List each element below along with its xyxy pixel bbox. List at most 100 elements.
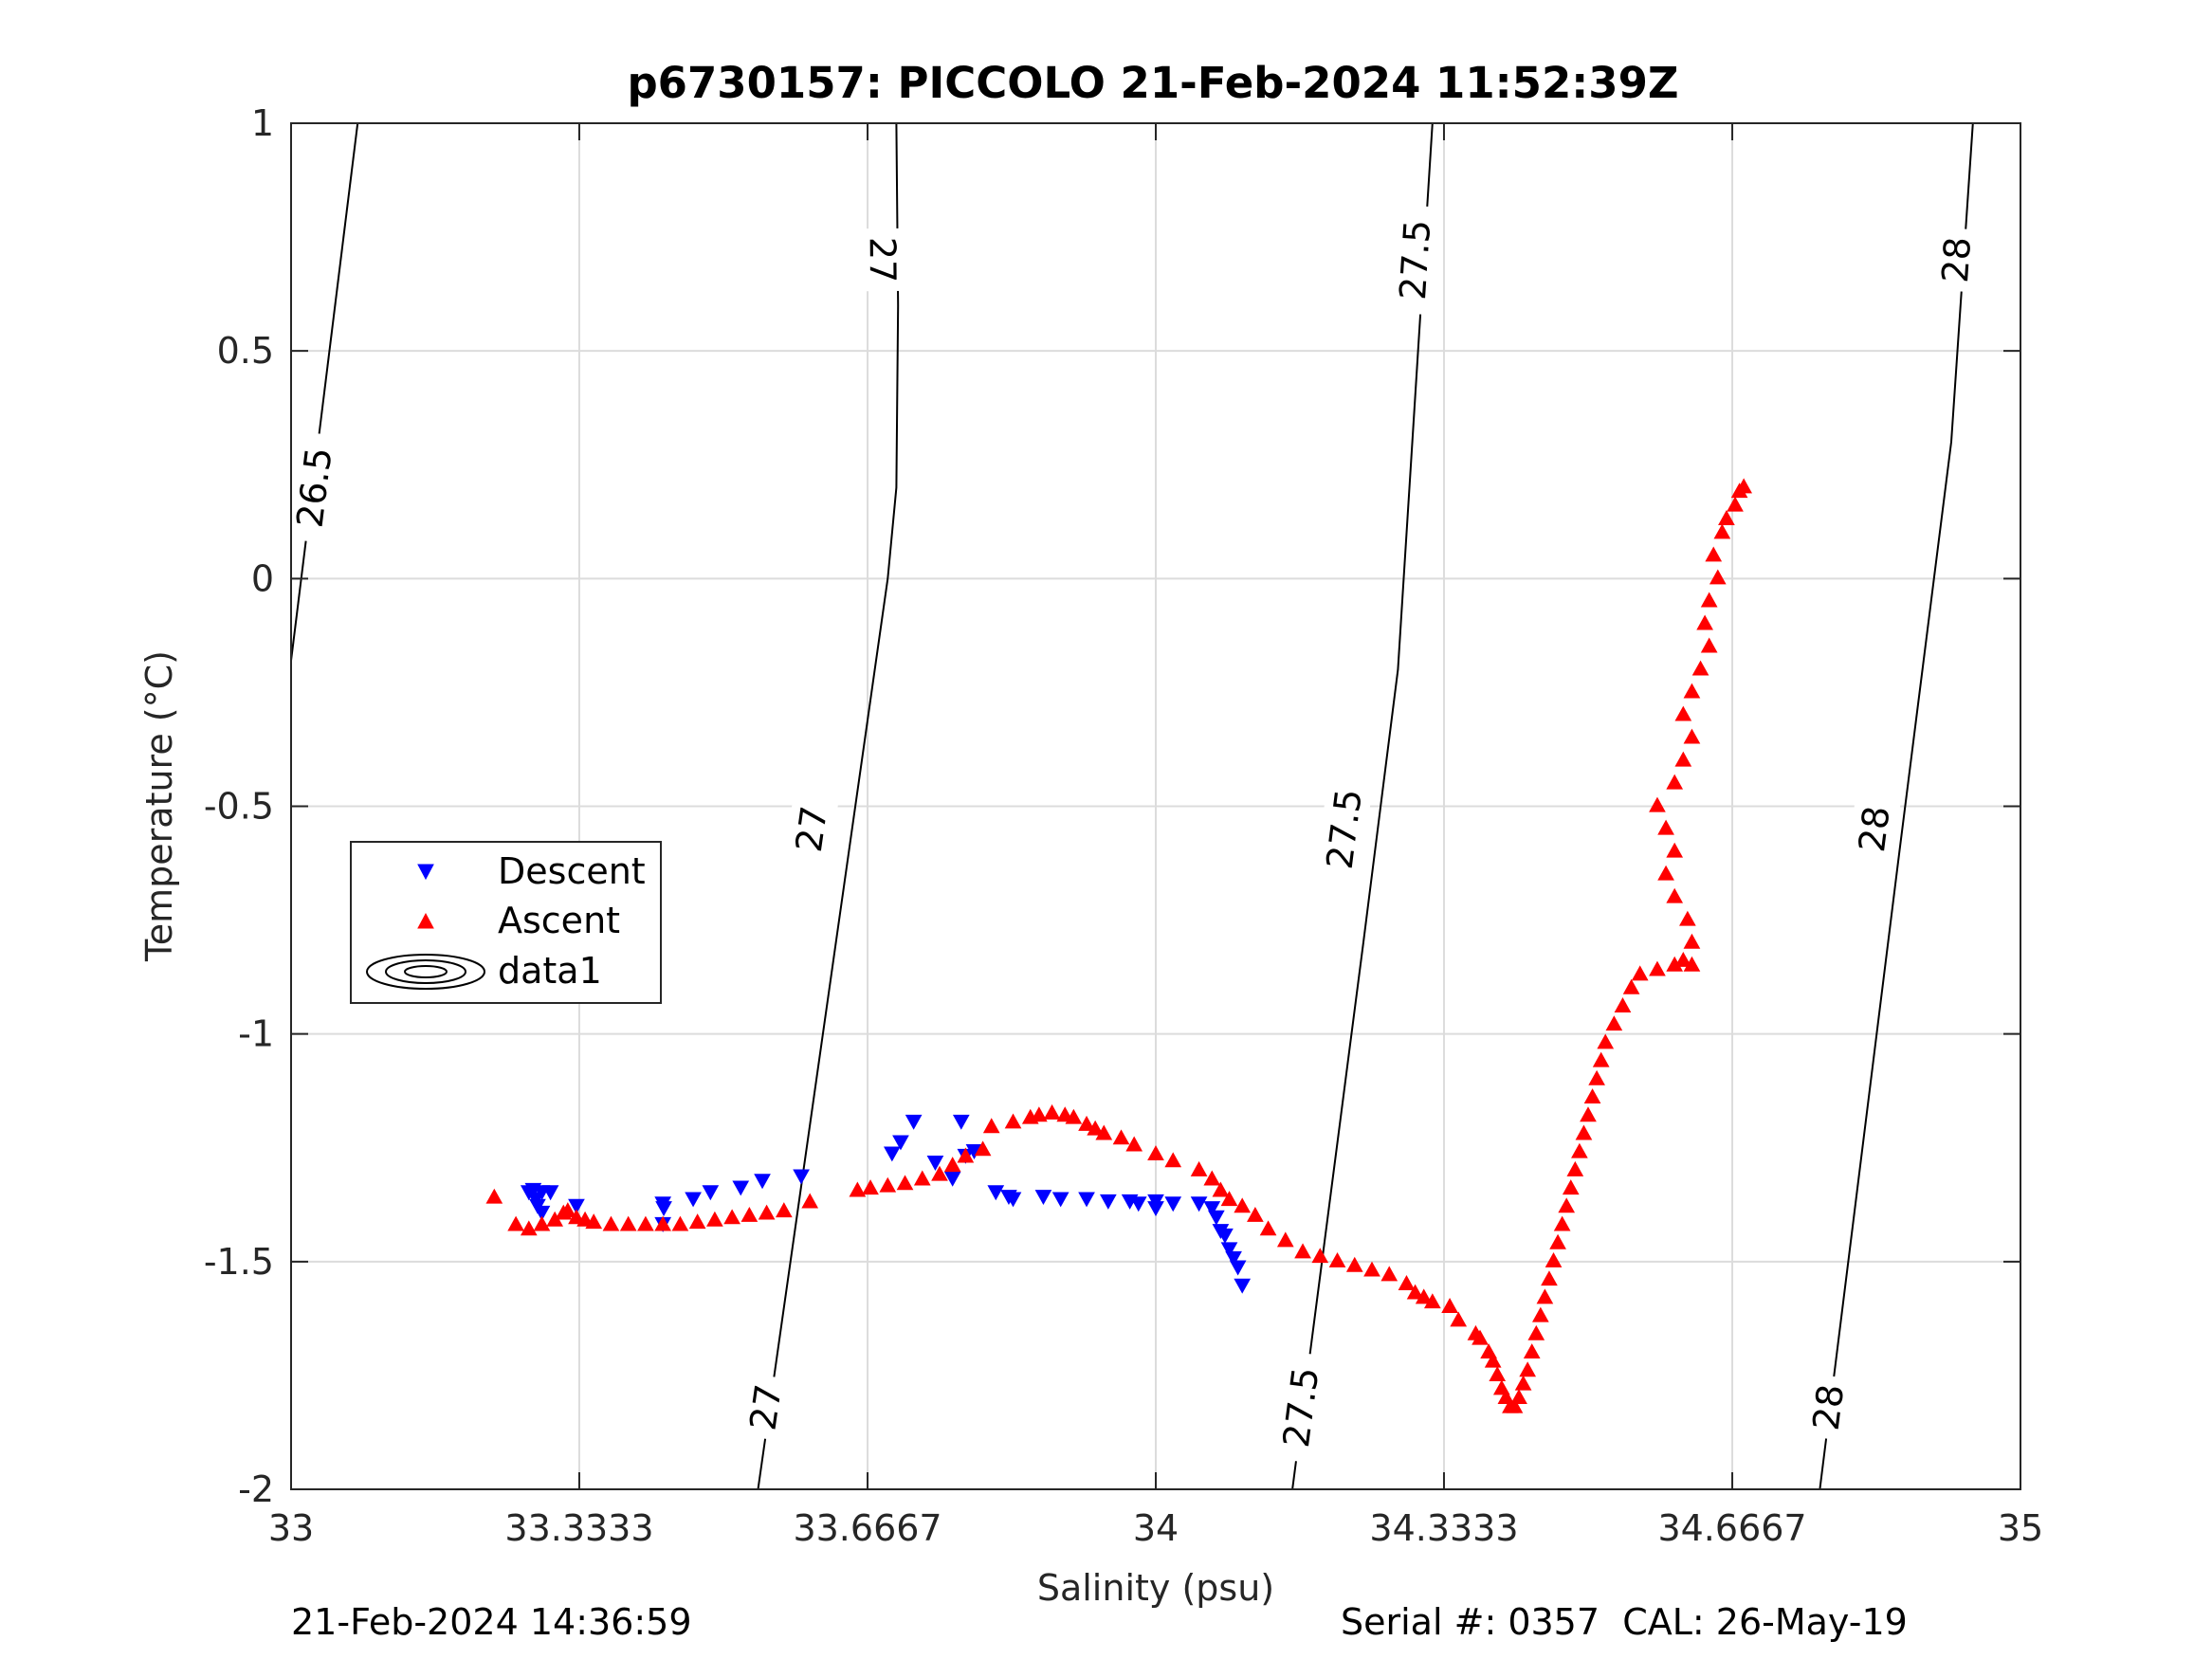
- descent-series: [520, 1114, 1252, 1294]
- ascent-point: [1683, 728, 1701, 744]
- descent-point: [1190, 1196, 1208, 1212]
- descent-point: [732, 1180, 750, 1196]
- ascent-point: [1683, 933, 1701, 949]
- isopycnal-label-bg: [739, 1373, 794, 1442]
- y-tick-label: -0.5: [204, 786, 274, 828]
- ascent-point: [1553, 1215, 1571, 1231]
- ascent-point: [1112, 1129, 1130, 1145]
- descent-point: [1220, 1242, 1238, 1258]
- isopycnal-label: 26.5: [284, 430, 344, 544]
- ascent-point: [1147, 1145, 1164, 1161]
- ascent-point: [1700, 637, 1718, 653]
- legend-box: [350, 841, 662, 1004]
- ascent-point: [1519, 1361, 1537, 1377]
- descent-point: [1099, 1194, 1117, 1210]
- legend: Descent Ascent data1: [350, 841, 662, 1004]
- isopycnal-label: 28: [1801, 1373, 1856, 1442]
- ascent-point: [931, 1165, 948, 1181]
- ascent-point: [1727, 496, 1744, 512]
- ascent-point: [982, 1118, 1000, 1134]
- x-tick-label: 35: [1998, 1507, 2043, 1549]
- ascent-point: [1415, 1288, 1433, 1304]
- ascent-point: [1588, 1069, 1605, 1085]
- x-tick-label: 34.6667: [1657, 1507, 1806, 1549]
- ascent-point: [1506, 1397, 1524, 1413]
- isopycnal-label-text: 26.5: [289, 446, 340, 530]
- ascent-point: [1031, 1106, 1048, 1122]
- ascent-point: [879, 1176, 897, 1193]
- descent-point: [1203, 1201, 1221, 1217]
- ascent-point: [485, 1188, 503, 1204]
- ascent-point: [943, 1157, 961, 1173]
- ascent-point: [1674, 751, 1692, 767]
- ascent-point: [1580, 1106, 1597, 1122]
- isopycnal-label-bg: [1801, 1373, 1856, 1442]
- descent-point: [1225, 1250, 1242, 1267]
- descent-point: [892, 1135, 909, 1151]
- ascent-point: [558, 1202, 576, 1218]
- grid: [290, 122, 2021, 1490]
- isopycnal-label-text: 27: [742, 1381, 790, 1432]
- isopycnal-label: 27: [739, 1373, 794, 1442]
- ascent-point: [1536, 1288, 1554, 1304]
- ascent-point: [1004, 1113, 1022, 1129]
- ascent-point: [1294, 1243, 1311, 1259]
- ascent-point: [1705, 546, 1723, 562]
- x-axis-ticks: 33 33.3333 33.6667 34 34.3333 34.6667 35: [268, 123, 2043, 1549]
- ascent-point: [1276, 1231, 1294, 1248]
- ascent-point: [1247, 1206, 1264, 1222]
- ascent-point: [758, 1204, 776, 1220]
- descent-point: [883, 1146, 901, 1162]
- ascent-point: [1649, 960, 1666, 976]
- ascent-point: [913, 1170, 931, 1186]
- isopycnal-label-bg: [1931, 227, 1982, 293]
- descent-point: [524, 1182, 542, 1198]
- descent-point: [987, 1185, 1005, 1201]
- descent-point: [943, 1171, 961, 1187]
- descent-point: [754, 1174, 771, 1190]
- legend-ascent-label: Ascent: [498, 900, 620, 941]
- ascent-point: [1311, 1248, 1329, 1264]
- isopycnal-label-bg: [784, 794, 839, 864]
- descent-point: [568, 1198, 585, 1214]
- ascent-point: [1683, 956, 1701, 972]
- ascent-point: [1622, 978, 1640, 994]
- descent-point: [1229, 1260, 1247, 1276]
- ascent-point: [1220, 1191, 1238, 1207]
- descent-point: [533, 1205, 551, 1221]
- ascent-point: [533, 1215, 551, 1231]
- footer-serial: Serial #: 0357 CAL: 26-May-19: [1341, 1601, 1908, 1643]
- ascent-point: [1095, 1124, 1113, 1140]
- ascent-point: [1674, 951, 1692, 967]
- x-tick-label: 33.3333: [504, 1507, 653, 1549]
- ascent-point: [1575, 1124, 1593, 1140]
- isopycnal-label-text: 27.5: [1275, 1365, 1327, 1450]
- x-tick-label: 33.6667: [793, 1507, 941, 1549]
- descent-point: [1216, 1228, 1234, 1244]
- isopycnal-label-text: 27: [788, 803, 835, 854]
- ascent-point: [1545, 1252, 1563, 1267]
- ascent-point: [1649, 796, 1666, 812]
- y-tick-label: -1.5: [204, 1241, 274, 1283]
- ascent-point: [974, 1140, 992, 1157]
- descent-point: [1034, 1190, 1052, 1206]
- ascent-point: [654, 1215, 672, 1231]
- isopycnal-label-bg: [284, 430, 344, 544]
- ascent-point: [1583, 1088, 1601, 1104]
- ascent-point: [1078, 1115, 1095, 1131]
- y-tick-label: -2: [238, 1468, 274, 1510]
- ascent-point: [1212, 1181, 1230, 1197]
- ascent-point: [775, 1202, 793, 1218]
- ascent-point: [1696, 614, 1713, 630]
- ascent-point: [1666, 887, 1684, 903]
- ascent-point: [1087, 1120, 1105, 1136]
- isopycnal-label-bg: [1847, 794, 1901, 864]
- descent-point: [1078, 1192, 1095, 1208]
- ascent-point: [637, 1215, 654, 1231]
- ascent-point: [1631, 965, 1649, 981]
- ascent-point: [1328, 1252, 1346, 1267]
- ascent-point: [1657, 819, 1674, 835]
- descent-point: [1164, 1196, 1182, 1212]
- ascent-point: [1398, 1275, 1416, 1290]
- y-tick-label: -1: [238, 1013, 274, 1055]
